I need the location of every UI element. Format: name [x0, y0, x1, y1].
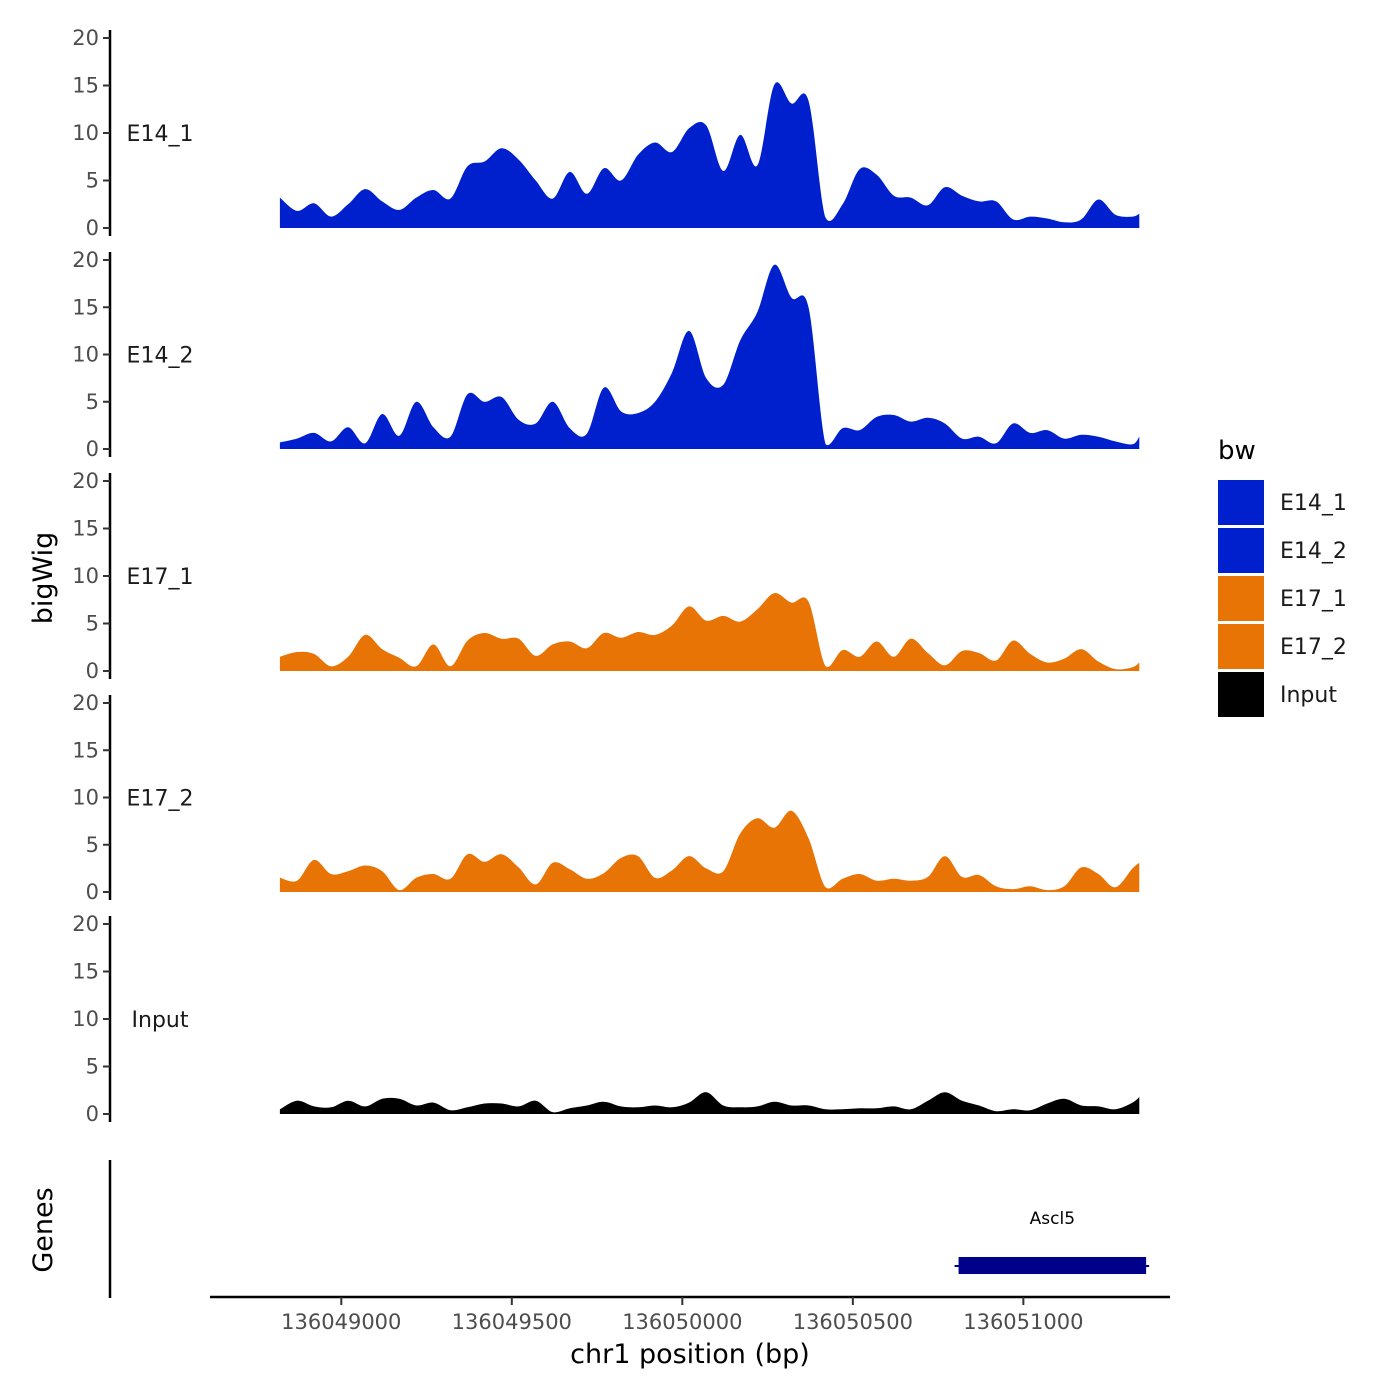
bigwig-tracks: 05101520E14_105101520E14_205101520E17_10… — [72, 26, 1140, 1126]
y-tick-label-E14_1-20: 20 — [72, 26, 99, 50]
legend-key-E14_1 — [1218, 480, 1264, 525]
y-axis-title-bigwig: bigWig — [28, 532, 59, 625]
legend-label-Input: Input — [1280, 683, 1337, 708]
x-tick-label-136050000: 136050000 — [622, 1310, 742, 1334]
legend-key-E17_1 — [1218, 576, 1264, 621]
legend-key-Input — [1218, 672, 1264, 717]
track-E14_1: 0 5 10 15 20 E14_1 — [72, 26, 1140, 240]
legend: E14_1 E14_2 E17_1 E17_2 Input — [1218, 480, 1347, 717]
track-label-E14_2: E14_2 — [127, 344, 194, 369]
y-tick-label-E17_1-10: 10 — [72, 564, 99, 588]
y-tick-label-Input-0: 0 — [86, 1102, 99, 1126]
y-tick-label-E14_2-0: 0 — [86, 437, 99, 461]
area-E14_1 — [279, 82, 1140, 228]
y-tick-label-Input-20: 20 — [72, 912, 99, 936]
area-E17_1 — [279, 593, 1140, 671]
y-tick-label-Input-10: 10 — [72, 1007, 99, 1031]
legend-label-E14_1: E14_1 — [1280, 491, 1347, 516]
x-axis: 136049000 136049500 136050000 136050500 1360… — [210, 1295, 1170, 1334]
legend-title: bw — [1218, 436, 1256, 466]
y-tick-label-E14_2-15: 15 — [72, 295, 99, 319]
legend-label-E17_2: E17_2 — [1280, 635, 1347, 660]
y-tick-label-E14_2-10: 10 — [72, 343, 99, 367]
x-tick-label-136050500: 136050500 — [793, 1310, 913, 1334]
y-tick-label-Input-5: 5 — [86, 1055, 99, 1079]
track-E14_2: 0 5 10 15 20 E14_2 — [72, 248, 1140, 461]
track-label-E17_2: E17_2 — [127, 787, 194, 812]
y-tick-label-E17_1-20: 20 — [72, 469, 99, 493]
y-tick-label-E17_2-15: 15 — [72, 738, 99, 762]
track-label-E17_1: E17_1 — [127, 565, 194, 590]
y-tick-label-E14_1-15: 15 — [72, 74, 99, 98]
gene-label-Ascl5: Ascl5 — [1030, 1209, 1075, 1229]
x-tick-label-136051000: 136051000 — [963, 1310, 1083, 1334]
x-axis-title: chr1 position (bp) — [570, 1339, 810, 1370]
y-tick-label-E17_2-20: 20 — [72, 691, 99, 715]
track-Input: 0 5 10 15 20 Input — [72, 912, 1140, 1126]
x-tick-label-136049000: 136049000 — [281, 1310, 401, 1334]
legend-label-E14_2: E14_2 — [1280, 539, 1347, 564]
legend-label-E17_1: E17_1 — [1280, 587, 1347, 612]
y-tick-label-E14_2-5: 5 — [86, 390, 99, 414]
legend-key-E17_2 — [1218, 624, 1264, 669]
x-tick-label-136049500: 136049500 — [452, 1310, 572, 1334]
area-E17_2 — [279, 810, 1140, 892]
y-tick-label-E17_1-15: 15 — [72, 517, 99, 541]
y-tick-label-E14_1-10: 10 — [72, 121, 99, 145]
track-label-Input: Input — [132, 1008, 189, 1033]
y-tick-label-E17_1-0: 0 — [86, 659, 99, 683]
area-Input — [279, 1092, 1140, 1114]
y-tick-label-E17_2-10: 10 — [72, 786, 99, 810]
area-E14_2 — [279, 264, 1140, 449]
track-label-E14_1: E14_1 — [127, 122, 194, 147]
track-E17_1: 0 5 10 15 20 E17_1 — [72, 469, 1140, 683]
y-tick-label-E14_2-20: 20 — [72, 248, 99, 272]
y-tick-label-Input-15: 15 — [72, 960, 99, 984]
y-tick-label-E14_1-5: 5 — [86, 169, 99, 193]
y-tick-label-E17_2-5: 5 — [86, 833, 99, 857]
y-tick-label-E17_1-5: 5 — [86, 612, 99, 636]
y-tick-label-E14_1-0: 0 — [86, 216, 99, 240]
track-E17_2: 0 5 10 15 20 E17_2 — [72, 691, 1140, 904]
y-tick-label-E17_2-0: 0 — [86, 880, 99, 904]
genes-panel: Ascl5 — [108, 1160, 1150, 1298]
y-axis-title-genes: Genes — [28, 1187, 59, 1272]
legend-key-E14_2 — [1218, 528, 1264, 573]
